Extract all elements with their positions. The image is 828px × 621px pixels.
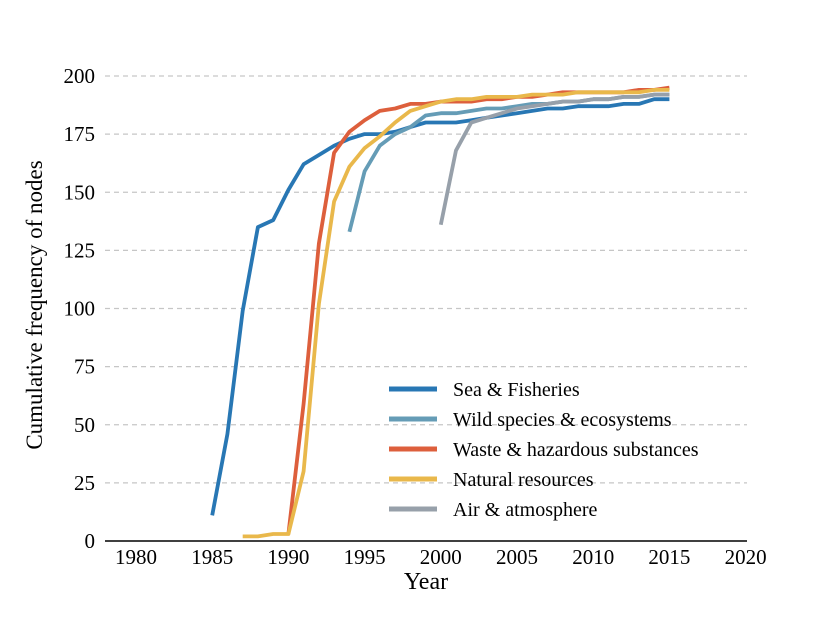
y-axis-title: Cumulative frequency of nodes xyxy=(22,160,47,449)
x-tick-label-1990: 1990 xyxy=(267,545,309,569)
y-tick-label-150: 150 xyxy=(64,180,96,204)
x-tick-label-2015: 2015 xyxy=(648,545,690,569)
series-line-air-and-atmosphere xyxy=(438,92,670,226)
gridlines-layer xyxy=(105,75,747,484)
x-axis-title: Year xyxy=(404,569,448,595)
legend-item-waste-and-hazardous-substances: Waste & hazardous substances xyxy=(389,439,699,461)
x-tick-label-1985: 1985 xyxy=(191,545,233,569)
legend-label-wild-species-and-ecosystems: Wild species & ecosystems xyxy=(453,409,672,431)
x-tick-label-2010: 2010 xyxy=(572,545,614,569)
series-layer xyxy=(210,85,670,539)
y-tick-label-0: 0 xyxy=(85,529,96,553)
y-tick-label-75: 75 xyxy=(74,355,95,379)
legend-label-waste-and-hazardous-substances: Waste & hazardous substances xyxy=(453,439,699,461)
x-tick-label-1980: 1980 xyxy=(115,545,157,569)
axes-layer: 1980 1985 1990 1995 2000 2005 2010 2015 2020 0 25 5… xyxy=(64,64,767,569)
legend-label-natural-resources: Natural resources xyxy=(453,469,594,491)
legend-item-wild-species-and-ecosystems: Wild species & ecosystems xyxy=(389,409,672,431)
y-tick-label-175: 175 xyxy=(64,122,96,146)
y-tick-label-200: 200 xyxy=(64,64,96,88)
y-tick-label-125: 125 xyxy=(64,238,96,262)
y-tick-label-100: 100 xyxy=(64,297,96,321)
series-line-natural-resources xyxy=(242,88,670,539)
legend-label-air-and-atmosphere: Air & atmosphere xyxy=(453,499,598,521)
series-line-waste-and-hazardous-substances xyxy=(286,85,670,535)
x-tick-label-2005: 2005 xyxy=(496,545,538,569)
legend-item-air-and-atmosphere: Air & atmosphere xyxy=(389,499,598,521)
legend-item-sea-and-fisheries: Sea & Fisheries xyxy=(389,379,580,401)
series-line-sea-and-fisheries xyxy=(210,97,670,516)
y-tick-label-50: 50 xyxy=(74,413,95,437)
x-tick-label-2000: 2000 xyxy=(420,545,462,569)
legend: Sea & Fisheries Wild species & ecosystems… xyxy=(389,379,699,521)
legend-label-sea-and-fisheries: Sea & Fisheries xyxy=(453,379,580,401)
legend-item-natural-resources: Natural resources xyxy=(389,469,594,491)
x-tick-label-1995: 1995 xyxy=(344,545,386,569)
x-tick-label-2020: 2020 xyxy=(725,545,767,569)
y-tick-label-25: 25 xyxy=(74,471,95,495)
